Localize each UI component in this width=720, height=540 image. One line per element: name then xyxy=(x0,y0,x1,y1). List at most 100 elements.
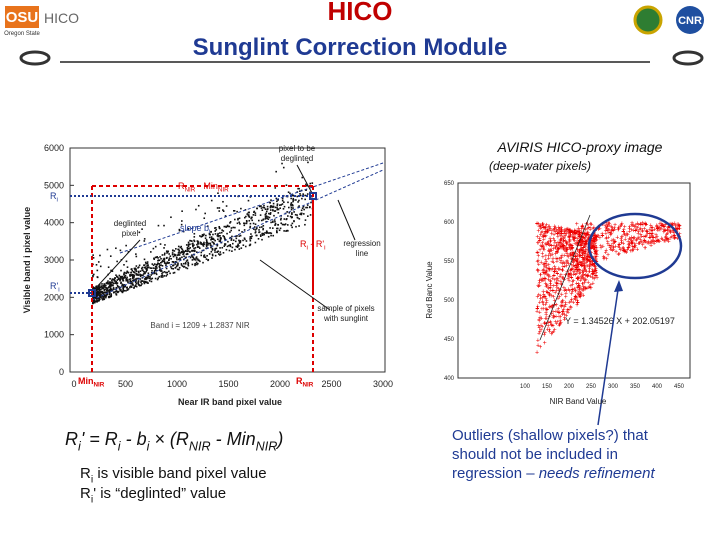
scatter-dot: + xyxy=(550,258,554,265)
scatter-dot xyxy=(234,240,237,243)
scatter-dot xyxy=(254,223,257,226)
scatter-dot xyxy=(119,249,122,252)
scatter-dot xyxy=(182,250,184,252)
y-tick-label: 6000 xyxy=(44,143,64,153)
text-part: - Min xyxy=(211,429,256,449)
scatter-dot xyxy=(158,269,161,272)
scatter-dot xyxy=(233,210,236,212)
scatter-dot: + xyxy=(577,232,581,239)
scatter-dot xyxy=(119,275,122,278)
scatter-dot xyxy=(211,238,214,240)
scatter-dot xyxy=(286,211,288,213)
scatter-dot: + xyxy=(580,242,584,249)
scatter-dot: + xyxy=(544,306,548,313)
logo-hico: HICO xyxy=(44,10,79,26)
scatter-dot xyxy=(264,232,266,234)
scatter-dot: + xyxy=(657,238,661,245)
scatter-dot xyxy=(307,215,309,217)
scatter-dot xyxy=(143,280,145,283)
scatter-dot: + xyxy=(581,260,585,267)
scatter-dot xyxy=(187,262,190,265)
scatter-dot: + xyxy=(576,299,580,306)
scatter-dot xyxy=(238,248,241,250)
scatter-dot xyxy=(104,291,107,294)
scatter-dot xyxy=(282,208,285,210)
scatter-dot xyxy=(253,226,256,228)
scatter-dot xyxy=(109,282,111,284)
scatter-dot: + xyxy=(543,269,547,276)
scatter-dot xyxy=(103,293,105,296)
scatter-dot: + xyxy=(570,243,574,250)
scatter-dot: + xyxy=(594,257,598,264)
scatter-dot: + xyxy=(561,264,565,271)
scatter-dot: + xyxy=(538,299,542,306)
scatter-dot xyxy=(294,213,297,216)
scatter-dot xyxy=(100,286,102,288)
scatter-dot: + xyxy=(544,310,548,317)
text-part: × (R xyxy=(149,429,189,449)
scatter-dot xyxy=(173,253,176,256)
scatter-dot xyxy=(195,256,198,258)
scatter-dot xyxy=(180,264,183,266)
scatter-dot xyxy=(113,291,116,293)
scatter-dot xyxy=(270,205,273,207)
scatter-dot: + xyxy=(548,319,552,326)
scatter-dot xyxy=(104,295,106,297)
scatter-dot: + xyxy=(568,228,572,235)
scatter-dot: + xyxy=(544,262,548,269)
scatter-dot xyxy=(146,261,149,263)
scatter-dot xyxy=(200,243,202,245)
scatter-dot xyxy=(203,255,205,257)
scatter-dot xyxy=(309,182,312,185)
scatter-dot: + xyxy=(551,260,555,267)
scatter-dot xyxy=(120,269,122,272)
scatter-dot: + xyxy=(593,232,597,239)
scatter-dot xyxy=(215,247,218,250)
scatter-dot xyxy=(179,257,181,259)
scatter-dot: + xyxy=(573,263,577,270)
scatter-dot xyxy=(180,245,182,248)
scatter-dot xyxy=(270,221,272,224)
scatter-dot xyxy=(265,215,268,217)
scatter-dot xyxy=(253,228,255,230)
scatter-dot xyxy=(181,210,183,212)
scatter-dot: + xyxy=(535,349,539,356)
scatter-dot xyxy=(116,279,119,281)
scatter-dot: + xyxy=(585,286,589,293)
scatter-dot xyxy=(306,184,308,187)
regression-line xyxy=(91,169,384,301)
scatter-dot: + xyxy=(569,275,573,282)
text-part: slope b xyxy=(180,223,209,233)
scatter-dot: + xyxy=(545,307,549,314)
scatter-dot: + xyxy=(583,243,587,250)
scatter-dot xyxy=(161,272,163,275)
scatter-dot xyxy=(245,240,248,242)
scatter-dot xyxy=(258,229,260,231)
scatter-dot xyxy=(206,254,208,257)
text-part: NIR xyxy=(218,187,229,194)
scatter-dot xyxy=(189,239,191,242)
scatter-dot xyxy=(170,257,172,260)
scatter-dot xyxy=(257,219,260,222)
scatter-dot: + xyxy=(543,340,547,347)
text-part: - R' xyxy=(308,239,324,249)
scatter-dot: + xyxy=(562,243,566,250)
scatter-dot xyxy=(245,215,247,218)
scatter-dot xyxy=(191,243,194,245)
scatter-dot xyxy=(105,295,107,297)
scatter-dot: + xyxy=(538,272,542,279)
scatter-dot xyxy=(221,246,224,249)
scatter-dot xyxy=(92,293,95,296)
scatter-dot xyxy=(106,287,109,289)
scatter-dot xyxy=(219,235,221,237)
scatter-dot xyxy=(105,289,108,292)
scatter-dot xyxy=(209,233,211,236)
scatter-dot: + xyxy=(536,257,540,264)
scatter-dot: + xyxy=(545,222,549,229)
scatter-dot xyxy=(224,215,227,217)
scatter-dot xyxy=(161,260,164,262)
scatter-dot xyxy=(268,212,270,215)
scatter-dot xyxy=(151,277,154,280)
scatter-dot xyxy=(201,233,204,236)
